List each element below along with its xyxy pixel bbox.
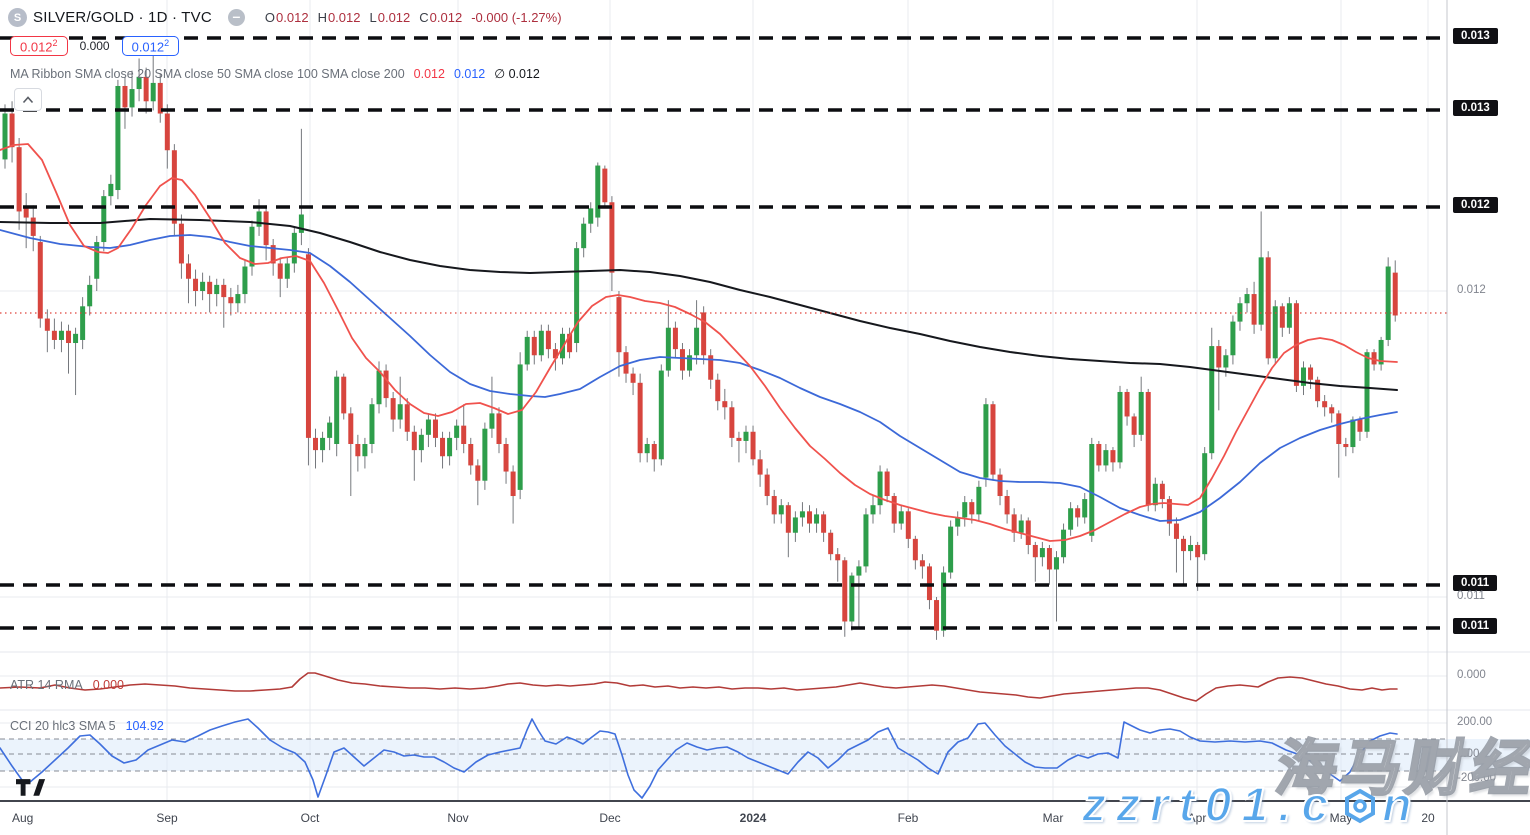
symbol-logo-icon[interactable]: S <box>8 8 27 27</box>
hide-indicator-icon[interactable]: – <box>227 9 245 26</box>
ohlc-open-value: 0.012 <box>276 10 309 25</box>
ohlc-low-value: 0.012 <box>377 10 411 25</box>
collapse-legend-button[interactable] <box>14 88 42 111</box>
price-label-boxes: 0.0122 0.000 0.0122 <box>10 36 180 57</box>
time-axis-label: Sep <box>156 811 178 825</box>
price-axis-label: -200.00 <box>1457 772 1497 784</box>
time-axis-label: 20 <box>1421 811 1435 825</box>
time-axis-label: Aug <box>12 811 34 825</box>
symbol-title[interactable]: SILVER/GOLD · 1D · TVC <box>33 9 212 26</box>
legend-title-row: S SILVER/GOLD · 1D · TVC – O 0.012 H 0.012… <box>8 8 562 27</box>
cci-value: 104.92 <box>125 719 164 733</box>
price-axis-label: 200.00 <box>1457 716 1493 728</box>
time-axis-label: Apr <box>1187 811 1207 825</box>
ma-value-blue: 0.012 <box>453 66 486 81</box>
atr-label: ATR 14 RMA <box>10 678 83 692</box>
time-axis-label: Oct <box>300 811 320 825</box>
price-axis-label: 0.000 <box>1457 669 1486 681</box>
cci-legend[interactable]: CCI 20 hlc3 SMA 5 104.92 <box>10 719 164 733</box>
sma20-line <box>0 143 1398 542</box>
atr-value: 0.000 <box>92 678 124 692</box>
price-box-plain: 0.000 <box>79 39 110 54</box>
ma-value-red: 0.012 <box>413 66 445 81</box>
candlestick-series <box>2 55 1398 640</box>
ohlc-high-value: 0.012 <box>327 10 361 25</box>
ma-ribbon-legend[interactable]: MA Ribbon SMA close 20 SMA close 50 SMA … <box>10 66 540 82</box>
price-axis-label: 0.00 <box>1457 748 1480 760</box>
time-axis[interactable]: Aug Sep Oct Nov Dec 2024 Feb Mar Apr May 20 <box>0 802 1530 835</box>
time-axis-label: Dec <box>599 811 621 825</box>
time-axis-label: Feb <box>897 811 919 825</box>
price-axis-badge: 0.012 <box>1453 197 1498 213</box>
cci-label: CCI 20 hlc3 SMA 5 <box>10 719 116 733</box>
price-axis-badge: 0.013 <box>1453 28 1498 44</box>
ohlc-low-key: L <box>369 10 377 25</box>
atr-legend[interactable]: ATR 14 RMA 0.000 <box>10 678 124 692</box>
price-axis-badge: 0.011 <box>1453 618 1498 634</box>
ohlc-close-value: 0.012 <box>429 10 463 25</box>
price-axis-badge: 0.013 <box>1453 100 1498 116</box>
ohlc-open-key: O <box>264 10 276 25</box>
price-box-red: 0.0122 <box>10 36 68 57</box>
sma200-line <box>0 218 1398 391</box>
watermark-text-left: zzrt01.c <box>1081 778 1339 833</box>
gear-icon <box>1345 788 1376 823</box>
price-axis[interactable]: 0.013 0.013 0.012 0.011 0.011 0.012 0.011 0.000… <box>1447 0 1530 802</box>
ohlc-high-key: H <box>317 10 327 25</box>
price-axis-label: 0.012 <box>1457 284 1486 296</box>
time-axis-label: Nov <box>447 811 469 825</box>
price-axis-label: 0.011 <box>1457 590 1485 602</box>
ohlc-values: O 0.012 H 0.012 L 0.012 C 0.012 -0.000 (-1.2… <box>265 10 562 25</box>
cci-line <box>0 718 1398 799</box>
tradingview-logo[interactable] <box>16 778 46 798</box>
price-axis-badge: 0.011 <box>1453 575 1498 591</box>
ma-value-average: ∅ 0.012 <box>494 67 540 81</box>
sma50-line <box>0 229 1398 522</box>
price-box-blue: 0.0122 <box>121 36 180 57</box>
time-axis-label: Mar <box>1042 811 1064 825</box>
chevron-up-icon <box>22 95 34 103</box>
ohlc-close-key: C <box>419 10 429 25</box>
atr-line <box>0 672 1398 702</box>
ma-ribbon-label: MA Ribbon SMA close 20 SMA close 50 SMA … <box>10 66 405 81</box>
watermark-text-right: n <box>1381 778 1422 833</box>
time-axis-label: 2024 <box>739 811 767 825</box>
watermark-site: zzrt01.c n <box>1081 778 1422 833</box>
change-value: -0.000 (-1.27%) <box>471 10 562 25</box>
